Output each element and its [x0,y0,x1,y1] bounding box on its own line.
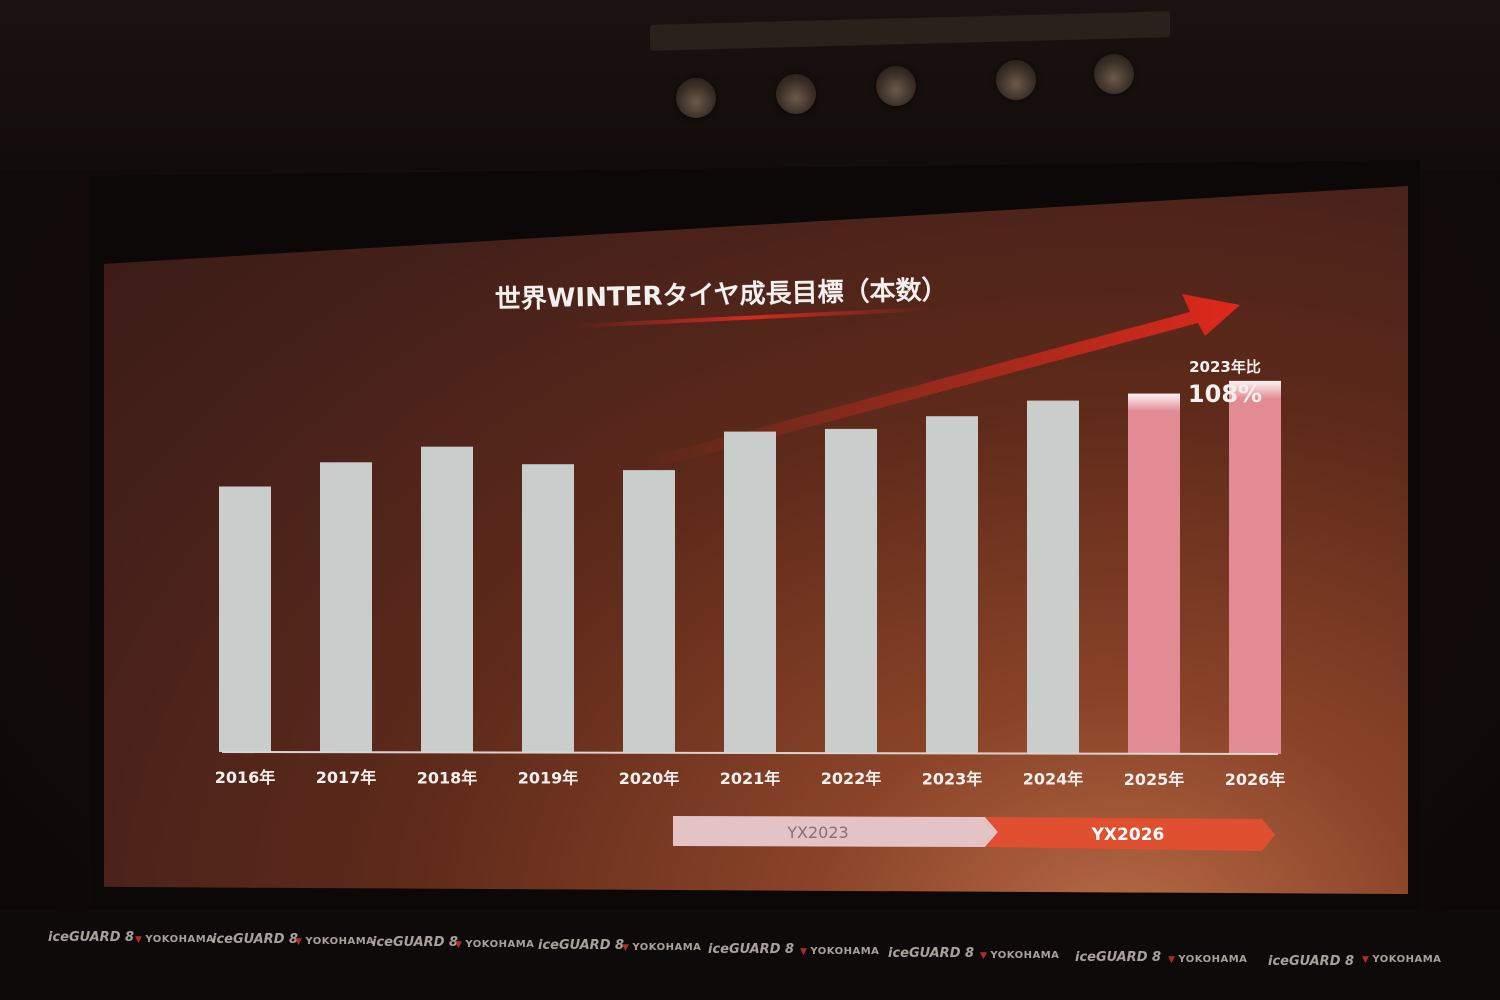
bar-2020年 [623,470,675,753]
plan-yx2026-band [985,817,1275,851]
x-tick-label: 2017年 [316,768,377,787]
brand-iceguard: iceGUARD 8 [48,930,135,945]
bar-2024年 [1027,400,1079,754]
x-axis-labels: 2016年 2017年 2018年 2019年 2020年 2021年 2022年 2023年… [215,768,1286,789]
bar-2025年 [1128,393,1180,754]
bar-2026年 [1229,380,1281,754]
brand-iceguard: iceGUARD 8 [1075,950,1162,965]
bar-2017年 [320,462,372,753]
brand-yokohama: YOKOHAMA [455,939,534,950]
x-tick-label: 2023年 [922,769,983,788]
brand-yokohama: YOKOHAMA [295,936,374,947]
brand-iceguard: iceGUARD 8 [372,935,459,950]
brand-yokohama: YOKOHAMA [135,934,214,945]
bar-2023年 [926,416,978,754]
brand-iceguard: iceGUARD 8 [538,938,625,953]
brand-iceguard: iceGUARD 8 [1268,954,1355,969]
x-tick-label: 2016年 [215,768,276,787]
spotlight [776,74,816,114]
spotlight [876,66,916,106]
brand-yokohama: YOKOHAMA [800,946,879,957]
x-tick-label: 2026年 [1225,770,1286,789]
plan-yx2023-label: YX2023 [786,823,848,842]
spotlight [996,60,1036,100]
x-tick-label: 2025年 [1124,770,1185,789]
brand-yokohama: YOKOHAMA [1362,954,1441,965]
brand-iceguard: iceGUARD 8 [888,946,975,961]
x-tick-label: 2019年 [518,769,579,788]
bar-highlight [1128,393,1180,412]
brand-yokohama: YOKOHAMA [622,942,701,953]
bar-2022年 [825,428,877,754]
x-tick-label: 2020年 [619,769,680,788]
plan-yx2026-label: YX2026 [1091,825,1165,845]
bar-highlight [1229,380,1281,399]
brand-yokohama: YOKOHAMA [1168,954,1247,965]
chart-title: 世界WINTERタイヤ成長目標（本数） [495,276,948,315]
annotation-value: 108% [1188,380,1262,408]
spotlight [1094,54,1134,94]
bars-group [219,380,1281,754]
brand-yokohama: YOKOHAMA [980,950,1059,961]
x-tick-label: 2022年 [821,769,882,788]
bar-2018年 [421,446,473,753]
title-underline [575,307,930,328]
bar-2016年 [219,486,271,752]
x-tick-label: 2021年 [720,769,781,788]
stage-banner: iceGUARD 8 YOKOHAMA iceGUARD 8 YOKOHAMA … [0,910,1500,1000]
x-tick-label: 2024年 [1023,770,1084,789]
plan-yx2023-band [673,816,998,847]
x-axis-baseline [221,751,1279,755]
bar-2019年 [522,464,574,753]
x-tick-label: 2018年 [417,768,478,787]
growth-arrow [640,294,1240,470]
bar-2021年 [724,431,776,753]
brand-iceguard: iceGUARD 8 [708,942,795,957]
brand-iceguard: iceGUARD 8 [212,932,299,947]
annotation-label: 2023年比 [1189,358,1261,376]
spotlight [676,78,716,118]
